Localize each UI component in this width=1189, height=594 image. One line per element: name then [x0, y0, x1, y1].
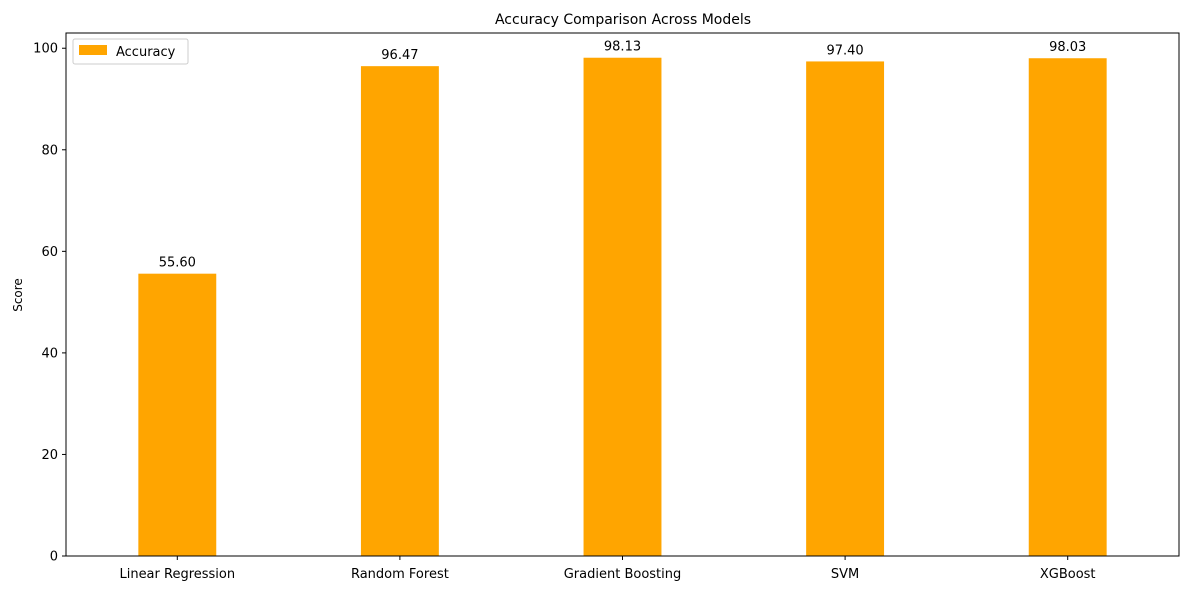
y-tick-label: 60 — [41, 245, 58, 260]
x-axis-ticks: Linear Regression Random Forest Gradient B… — [119, 556, 1096, 582]
bar-value-labels: 55.60 96.47 98.13 97.40 98.03 — [159, 40, 1087, 271]
x-tick-label: Gradient Boosting — [564, 567, 682, 582]
x-tick-label: Random Forest — [351, 567, 449, 582]
y-axis-label: Score — [11, 278, 25, 312]
bars-layer — [138, 57, 1107, 557]
bar-linear-regression — [138, 273, 217, 556]
bar-value-label: 98.13 — [604, 40, 641, 55]
x-tick-label: XGBoost — [1040, 567, 1096, 582]
bar-value-label: 98.03 — [1049, 40, 1086, 55]
bar-value-label: 97.40 — [826, 43, 863, 58]
y-tick-label: 100 — [33, 42, 58, 57]
bar-value-label: 55.60 — [159, 256, 196, 271]
bar-value-label: 96.47 — [381, 48, 418, 63]
y-tick-label: 80 — [41, 143, 58, 158]
bar-random-forest — [360, 66, 439, 557]
bar-svm — [806, 61, 885, 557]
y-axis-ticks: 0 20 40 60 80 100 — [33, 42, 66, 565]
bar-gradient-boosting — [583, 57, 662, 557]
legend-label: Accuracy — [116, 45, 176, 60]
plot-area-frame — [65, 32, 1180, 557]
x-tick-label: SVM — [831, 567, 859, 582]
legend-swatch — [79, 45, 107, 55]
y-tick-label: 0 — [50, 550, 58, 565]
y-tick-label: 20 — [41, 448, 58, 463]
bar-xgboost — [1028, 58, 1107, 556]
chart-title: Accuracy Comparison Across Models — [495, 12, 751, 28]
y-tick-label: 40 — [41, 346, 58, 361]
legend: Accuracy — [72, 38, 189, 65]
x-tick-label: Linear Regression — [119, 567, 235, 582]
